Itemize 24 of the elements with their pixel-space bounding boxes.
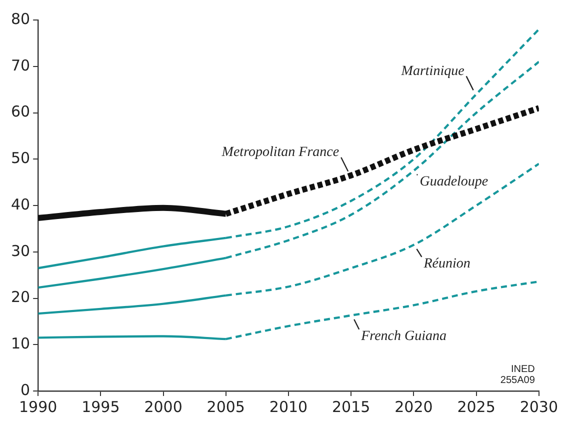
- y-tick-label: 70: [10, 56, 30, 74]
- x-tick-label: 2005: [206, 398, 245, 416]
- y-tick-label: 60: [10, 102, 30, 121]
- x-tick-label: 2000: [144, 398, 182, 416]
- y-tick-label: 30: [10, 242, 30, 260]
- x-tick-label: 2010: [269, 398, 308, 416]
- annotation: INED 255A09: [500, 364, 536, 386]
- series-label: Réunion: [422, 256, 470, 272]
- series-label: Guadeloupe: [420, 174, 488, 190]
- y-tick-label: 50: [10, 149, 30, 168]
- series-label: French Guiana: [360, 329, 447, 344]
- y-tick-label: 10: [10, 334, 30, 353]
- x-tick-label: 1990: [18, 398, 58, 416]
- x-tick-label: 1995: [82, 398, 120, 416]
- x-tick-label: 2030: [520, 398, 558, 416]
- y-tick-label: 20: [10, 288, 30, 306]
- y-tick-label: 80: [10, 10, 30, 28]
- x-tick-label: 2020: [394, 398, 433, 416]
- x-tick-label: 2015: [332, 398, 370, 416]
- series-label: Metropolitan France: [220, 145, 340, 160]
- series-label: Martinique: [400, 64, 464, 79]
- y-tick-label: 40: [10, 195, 30, 214]
- x-tick-label: 2025: [457, 398, 496, 416]
- y-tick-label: 0: [20, 380, 30, 399]
